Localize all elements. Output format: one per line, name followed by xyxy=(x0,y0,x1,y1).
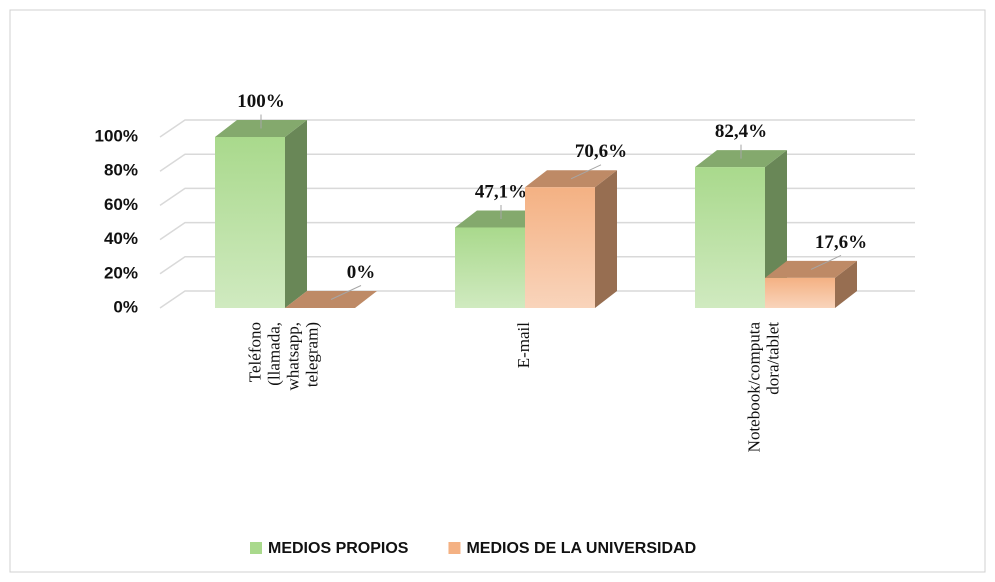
x-tick-label: Teléfono(llamada,whatsapp,telegram) xyxy=(245,322,321,390)
data-label: 0% xyxy=(347,262,376,283)
legend-swatch xyxy=(250,542,262,554)
y-tick-label: 20% xyxy=(104,263,138,282)
data-label: 70,6% xyxy=(575,141,627,162)
bar-side xyxy=(285,120,307,308)
bar-side xyxy=(595,170,617,308)
leader-line xyxy=(330,285,362,300)
bar xyxy=(695,167,765,308)
x-tick-label: Notebook/computadora/tablet xyxy=(744,322,782,453)
bar xyxy=(765,277,835,308)
legend-swatch xyxy=(448,542,461,554)
grid-line xyxy=(159,256,915,275)
y-tick-label: 0% xyxy=(113,297,138,316)
bar-side xyxy=(835,260,857,308)
grid-line xyxy=(159,119,915,138)
bar xyxy=(455,227,525,308)
x-tick-label: E-mail xyxy=(514,322,533,369)
leader-line xyxy=(810,254,842,270)
grid-line xyxy=(159,221,915,241)
leader-line xyxy=(570,164,602,180)
data-label: 17,6% xyxy=(815,232,867,253)
bar xyxy=(215,137,285,308)
grid-line xyxy=(159,290,915,309)
grid-line xyxy=(159,187,915,207)
legend-label: MEDIOS DE LA UNIVERSIDAD xyxy=(466,540,696,557)
data-label: 100% xyxy=(237,91,285,112)
legend-label: MEDIOS PROPIOS xyxy=(268,540,409,557)
y-tick-label: 100% xyxy=(95,126,138,145)
grid-line xyxy=(159,153,915,172)
data-label: 82,4% xyxy=(715,121,767,142)
bar xyxy=(525,187,595,308)
y-tick-label: 40% xyxy=(104,229,138,248)
data-label: 47,1% xyxy=(475,181,527,202)
y-tick-label: 60% xyxy=(104,195,138,214)
y-tick-label: 80% xyxy=(104,161,138,180)
